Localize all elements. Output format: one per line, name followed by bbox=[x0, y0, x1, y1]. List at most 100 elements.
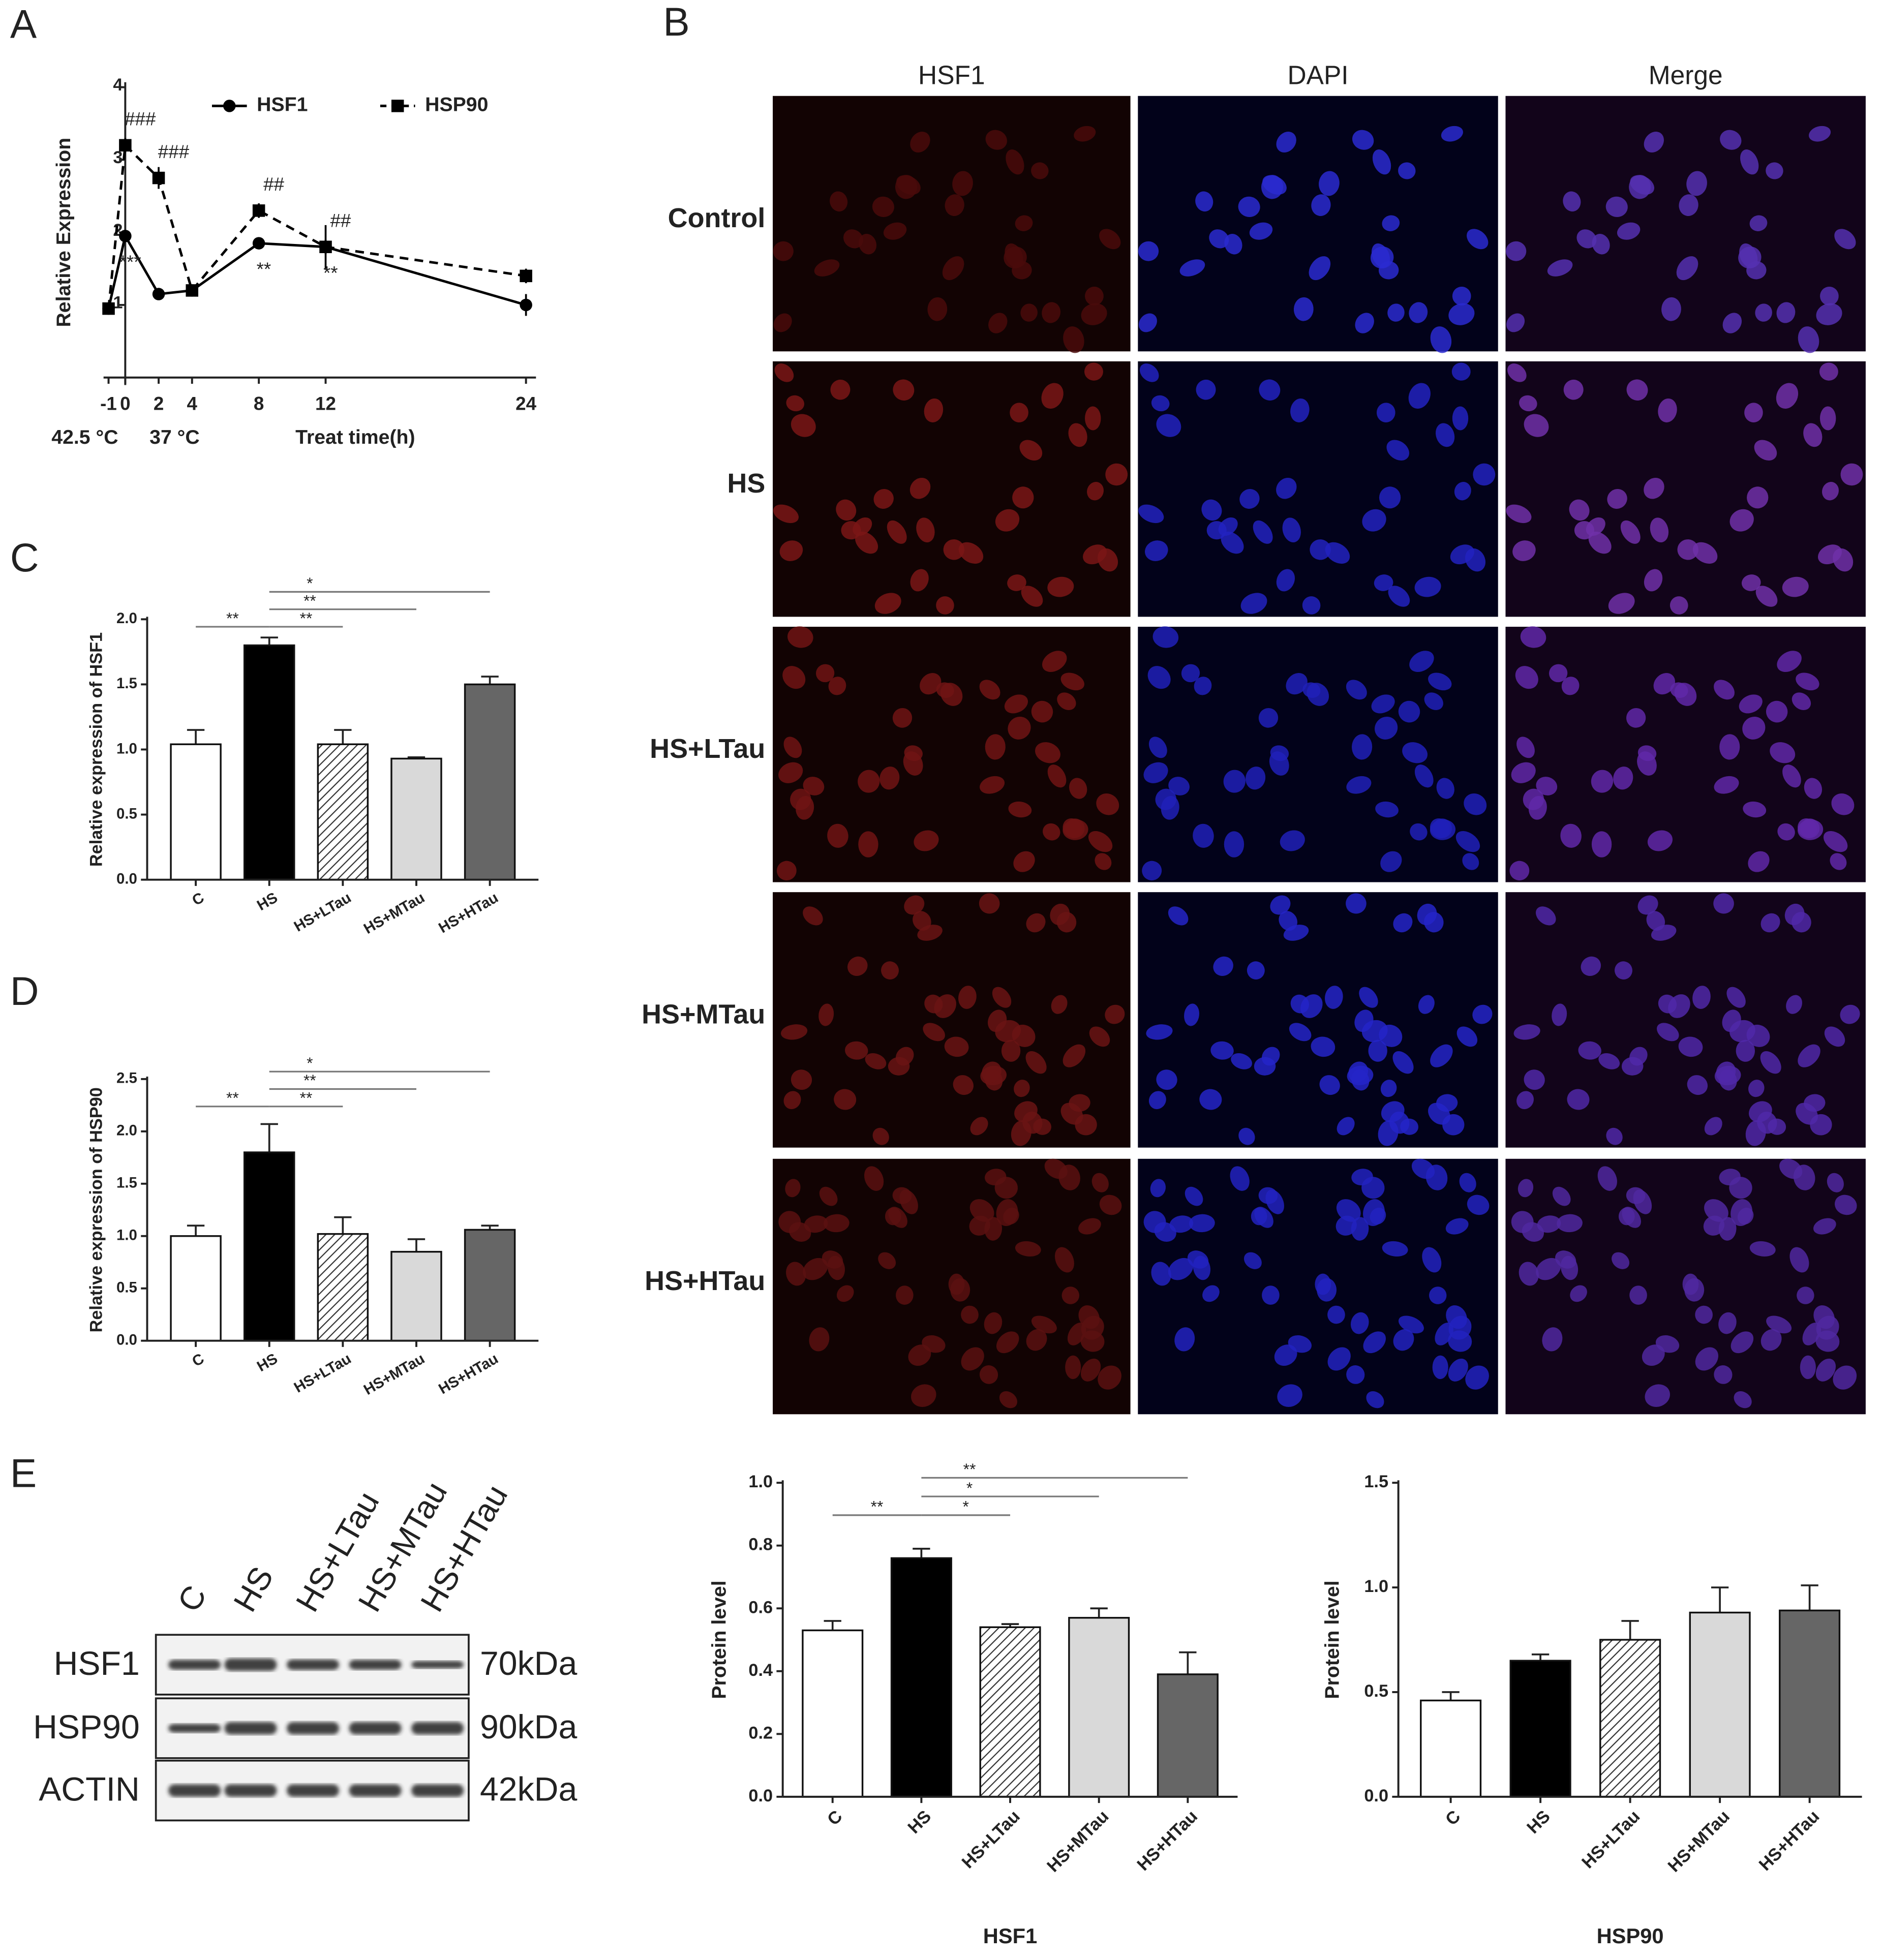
cell-nucleus bbox=[1430, 326, 1452, 353]
cell-nucleus bbox=[1374, 574, 1393, 591]
cell-nucleus bbox=[1402, 742, 1428, 763]
cell-nucleus bbox=[803, 1258, 828, 1280]
cell-nucleus bbox=[1015, 215, 1033, 231]
cell-nucleus bbox=[1098, 1365, 1121, 1390]
cell-nucleus bbox=[1382, 1241, 1408, 1257]
cell-nucleus bbox=[1695, 1305, 1713, 1324]
cell-nucleus bbox=[1147, 666, 1171, 689]
cell-nucleus bbox=[834, 1089, 857, 1110]
cell-nucleus bbox=[1655, 1335, 1680, 1353]
blot-band bbox=[411, 1722, 464, 1735]
cell-nucleus bbox=[1656, 1023, 1679, 1042]
cell-nucleus bbox=[1091, 1173, 1109, 1192]
micrograph bbox=[1138, 626, 1498, 882]
micrograph bbox=[1138, 96, 1498, 353]
cell-nucleus bbox=[1507, 363, 1527, 382]
cell-nucleus bbox=[1668, 994, 1690, 1018]
cell-nucleus bbox=[1411, 1158, 1435, 1179]
cell-nucleus bbox=[1152, 626, 1179, 648]
cell-nucleus bbox=[985, 734, 1006, 760]
y-tick-label: 2.0 bbox=[116, 1122, 137, 1139]
cell-nucleus bbox=[1597, 1166, 1617, 1191]
cell-nucleus bbox=[1629, 1047, 1648, 1066]
cell-nucleus bbox=[1259, 379, 1281, 401]
row-label: HS+LTau bbox=[650, 733, 765, 764]
bar bbox=[802, 1629, 864, 1798]
significance-label: ### bbox=[158, 141, 190, 162]
cell-nucleus bbox=[1276, 569, 1295, 592]
cell-nucleus bbox=[791, 1069, 812, 1090]
cell-nucleus bbox=[1351, 1169, 1373, 1185]
data-point bbox=[520, 298, 532, 312]
cell-nucleus bbox=[1398, 162, 1416, 179]
cell-nucleus bbox=[1013, 851, 1035, 872]
cell-nucleus bbox=[1782, 764, 1801, 788]
cell-nucleus bbox=[1004, 694, 1028, 714]
cell-nucleus bbox=[785, 1179, 801, 1198]
cell-nucleus bbox=[1782, 576, 1809, 597]
y-axis-label: Protein level bbox=[1321, 1580, 1344, 1699]
cell-nucleus bbox=[1001, 1039, 1021, 1062]
bar bbox=[317, 743, 369, 881]
cell-nucleus bbox=[895, 175, 917, 199]
cell-nucleus bbox=[791, 414, 816, 437]
cell-nucleus bbox=[895, 1047, 914, 1066]
cell-nucleus bbox=[979, 893, 1000, 914]
cell-nucleus bbox=[845, 1041, 868, 1060]
cell-nucleus bbox=[911, 1384, 936, 1407]
cell-nucleus bbox=[1570, 1285, 1587, 1302]
y-tick-label: 1.0 bbox=[116, 740, 137, 757]
data-point bbox=[102, 302, 115, 315]
cell-nucleus bbox=[878, 1252, 896, 1269]
cell-nucleus bbox=[1262, 1285, 1280, 1305]
cell-nucleus bbox=[1552, 1186, 1571, 1206]
cell-nucleus bbox=[1695, 1347, 1718, 1371]
cell-nucleus bbox=[1442, 1114, 1465, 1136]
cell-nucleus bbox=[815, 664, 835, 683]
cell-nucleus bbox=[1606, 1127, 1623, 1145]
panel-label: B bbox=[663, 0, 689, 44]
cell-nucleus bbox=[1465, 1365, 1489, 1390]
cell-nucleus bbox=[1509, 861, 1530, 881]
cell-nucleus bbox=[1505, 241, 1527, 261]
legend-marker bbox=[391, 100, 404, 112]
cell-nucleus bbox=[1061, 1287, 1079, 1304]
cell-nucleus bbox=[881, 961, 899, 979]
data-point bbox=[520, 269, 532, 283]
cell-nucleus bbox=[1809, 126, 1831, 142]
cell-nucleus bbox=[1692, 986, 1711, 1009]
cell-nucleus bbox=[1776, 383, 1799, 409]
bar bbox=[390, 1250, 442, 1342]
column-header: DAPI bbox=[1287, 60, 1348, 90]
cell-nucleus bbox=[943, 539, 965, 560]
cell-nucleus bbox=[796, 795, 814, 820]
cell-nucleus bbox=[1734, 1391, 1752, 1408]
cell-nucleus bbox=[1644, 569, 1663, 592]
blot-band bbox=[287, 1659, 339, 1670]
blot-band bbox=[411, 1661, 464, 1669]
cell-nucleus bbox=[1393, 1329, 1414, 1351]
bar bbox=[390, 757, 442, 881]
cell-nucleus bbox=[1324, 986, 1343, 1009]
cell-nucleus bbox=[855, 531, 878, 554]
cell-nucleus bbox=[1713, 893, 1734, 914]
blot-size-label: 70kDa bbox=[480, 1645, 577, 1682]
cell-nucleus bbox=[1261, 175, 1284, 199]
cell-nucleus bbox=[1352, 734, 1373, 760]
cell-nucleus bbox=[952, 171, 973, 196]
cell-nucleus bbox=[1021, 586, 1043, 607]
cell-nucleus bbox=[887, 520, 907, 544]
cell-nucleus bbox=[818, 1003, 834, 1026]
cell-nucleus bbox=[819, 1186, 838, 1206]
cell-nucleus bbox=[883, 222, 907, 240]
cell-nucleus bbox=[828, 677, 846, 695]
cell-nucleus bbox=[1549, 664, 1568, 683]
cell-nucleus bbox=[914, 830, 939, 851]
cell-nucleus bbox=[1422, 1247, 1442, 1273]
cell-nucleus bbox=[1588, 531, 1612, 554]
row-label: HS+HTau bbox=[645, 1266, 765, 1296]
cell-nucleus bbox=[1687, 1075, 1708, 1095]
bar bbox=[1689, 1611, 1751, 1798]
significance-label: * bbox=[963, 1497, 969, 1516]
cell-nucleus bbox=[1007, 574, 1026, 591]
